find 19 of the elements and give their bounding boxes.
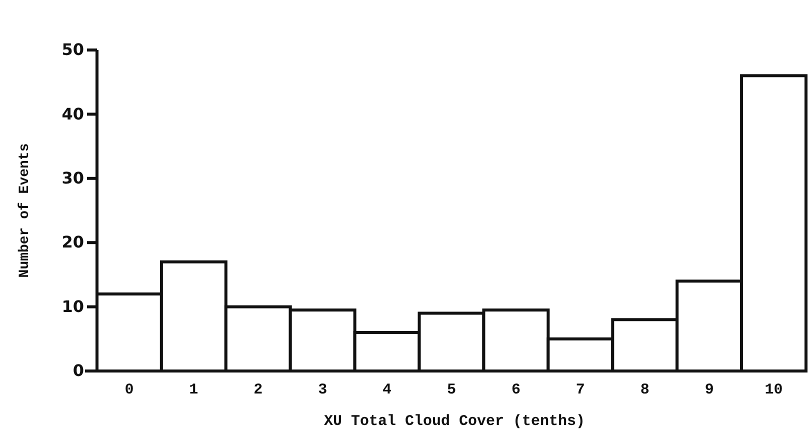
x-tick-label: 0 [124, 382, 134, 399]
x-tick-label: 3 [318, 382, 328, 399]
x-tick-label: 9 [704, 382, 714, 399]
y-axis-title: Number of Events [17, 143, 33, 278]
y-tick-label: 20 [62, 232, 84, 252]
x-tick-label: 8 [640, 382, 650, 399]
y-tick-label: 30 [62, 168, 84, 188]
x-tick-label: 2 [254, 382, 263, 399]
y-tick-label: 40 [62, 104, 84, 124]
x-tick-label: 5 [446, 382, 456, 399]
x-tick-label: 10 [764, 382, 783, 399]
x-tick-label: 7 [576, 382, 585, 399]
x-tick-label: 6 [511, 382, 520, 399]
x-tick-label: 4 [382, 382, 392, 399]
y-tick-label: 10 [62, 296, 84, 316]
x-axis-title: XU Total Cloud Cover (tenths) [324, 413, 586, 430]
y-tick-label: 50 [62, 40, 84, 60]
x-tick-label: 1 [189, 382, 198, 399]
y-tick-label: 0 [72, 361, 84, 380]
